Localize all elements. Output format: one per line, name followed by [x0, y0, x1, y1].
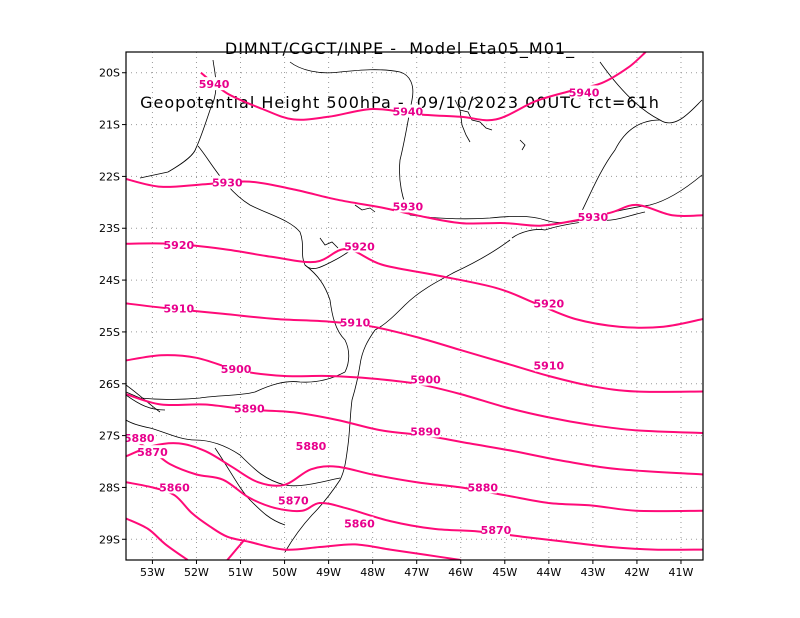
contour-label-bg [578, 209, 607, 223]
contour-label: 5910 [340, 317, 371, 330]
contour-label: 5920 [344, 240, 375, 253]
lon-tick-label: 49W [316, 566, 341, 579]
contour-5940 [200, 52, 647, 122]
lon-tick-label: 48W [360, 566, 385, 579]
lat-tick-label: 21S [99, 119, 120, 132]
contour-label-bg [138, 445, 167, 459]
contour-label: 5890 [410, 425, 441, 438]
contour-label-bg [570, 85, 599, 99]
contour-label-bg [534, 296, 563, 310]
lon-tick-label: 41W [669, 566, 694, 579]
map-title: DIMNT/CGCT/INPE - Model Eta05_M01_ Geopo… [0, 4, 800, 130]
lon-tick-label: 53W [140, 566, 165, 579]
contour-label: 5940 [199, 78, 230, 91]
contour-5900 [126, 354, 703, 434]
contour-label-bg [345, 516, 374, 530]
map-frame [125, 51, 704, 561]
contour-label: 5880 [124, 432, 155, 445]
contour-label-bg [200, 77, 229, 91]
contour-label-bg [126, 431, 154, 445]
contour-label: 5880 [296, 440, 327, 453]
lat-tick-label: 24S [99, 274, 120, 287]
contour-label-bg [341, 315, 370, 329]
contour-label: 5860 [344, 518, 375, 531]
lat-tick-label: 25S [99, 326, 120, 339]
lon-tick-label: 45W [492, 566, 517, 579]
contour-label: 5900 [410, 374, 441, 387]
contour-label: 5920 [534, 297, 565, 310]
contour-5920 [126, 242, 703, 329]
contour-label: 5900 [221, 363, 252, 376]
lat-tick-label: 20S [99, 67, 120, 80]
contour-label-bg [235, 401, 264, 415]
lon-tick-label: 52W [184, 566, 209, 579]
lat-tick-label: 28S [99, 481, 120, 494]
contour-label: 5910 [534, 360, 565, 373]
contour-5850 [126, 517, 189, 560]
contour-label-bg [213, 175, 242, 189]
contour-label: 5920 [164, 239, 195, 252]
contour-label-bg [164, 237, 193, 251]
lat-tick-label: 27S [99, 430, 120, 443]
contour-label: 5860 [159, 481, 190, 494]
contour-label: 5890 [234, 403, 265, 416]
contour-5910 [126, 302, 703, 393]
contour-label-bg [534, 358, 563, 372]
lon-tick-label: 46W [448, 566, 473, 579]
lon-tick-label: 42W [624, 566, 649, 579]
contour-label: 5880 [467, 481, 498, 494]
contour-label-bg [393, 199, 422, 213]
contour-label-bg [411, 372, 440, 386]
contour-5860 [126, 481, 461, 560]
lat-tick-label: 29S [99, 533, 120, 546]
contour-label: 5930 [393, 200, 424, 213]
contour-label-bg [160, 480, 189, 494]
lat-tick-label: 23S [99, 222, 120, 235]
lat-tick-label: 26S [99, 378, 120, 391]
axis-ticks: 20S 21S 22S 23S 24S 25S 26S 27S 28S 29S 53W 52W 51W 5… [99, 67, 694, 579]
geopotential-contours [126, 52, 703, 560]
title-line-1: DIMNT/CGCT/INPE - Model Eta05_M01_ [224, 39, 576, 58]
contour-label-bg [222, 362, 251, 376]
lon-tick-label: 51W [228, 566, 253, 579]
contour-label: 5870 [137, 446, 168, 459]
contour-label: 5870 [481, 524, 512, 537]
contour-label-bg [164, 301, 193, 315]
grid-lines [126, 52, 703, 560]
contour-5870 [126, 434, 703, 551]
contour-label-bg [345, 239, 374, 253]
lon-tick-label: 44W [536, 566, 561, 579]
lon-tick-label: 50W [272, 566, 297, 579]
contour-label-bg [279, 493, 308, 507]
contour-label: 5940 [393, 106, 424, 119]
contour-label-bg [296, 438, 325, 452]
lon-tick-label: 43W [580, 566, 605, 579]
contour-label: 5930 [578, 211, 609, 224]
contour-label: 5930 [212, 177, 243, 190]
contour-label-bg [411, 424, 440, 438]
contour-5850 [226, 538, 246, 560]
title-line-2: Geopotential Height 500hPa - 09/10/2023 … [140, 93, 660, 112]
contour-label-bg [468, 480, 497, 494]
contour-labels: 5940 5940 5940 5930 5930 5930 5920 5920 5920 5910… [124, 77, 609, 537]
lon-tick-label: 47W [404, 566, 429, 579]
contour-label-bg [393, 104, 422, 118]
contour-label: 5910 [164, 303, 195, 316]
contour-5880 [126, 442, 703, 513]
coastline-borders [126, 59, 703, 553]
contour-label-bg [481, 522, 510, 536]
contour-label: 5870 [278, 494, 309, 507]
contour-label: 5940 [569, 86, 600, 99]
lat-tick-label: 22S [99, 170, 120, 183]
contour-5890 [126, 393, 703, 476]
